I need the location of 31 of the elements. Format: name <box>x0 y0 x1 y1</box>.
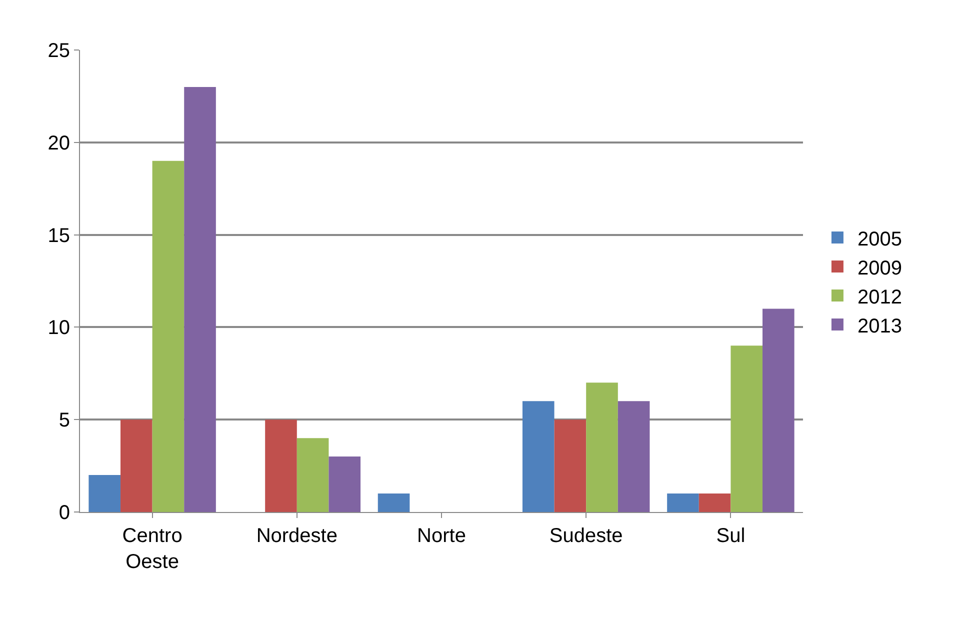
bar <box>88 475 120 512</box>
legend-label: 2005 <box>857 228 902 250</box>
y-tick-label: 0 <box>58 502 70 524</box>
y-tick-label: 10 <box>48 317 70 340</box>
x-tick-label: Sul <box>716 525 746 547</box>
bar <box>328 456 361 512</box>
bar <box>762 308 794 512</box>
bar <box>667 494 699 512</box>
bar <box>296 438 329 512</box>
bar <box>378 494 410 512</box>
legend-label: 2012 <box>857 286 902 308</box>
bar <box>618 401 650 512</box>
x-tick-label: Nordeste <box>256 525 338 547</box>
bar <box>522 401 554 512</box>
bar <box>152 160 184 512</box>
bar <box>265 420 297 512</box>
bar <box>554 420 586 512</box>
legend-label: 2013 <box>857 315 902 338</box>
bar <box>730 346 763 512</box>
bar <box>586 382 618 512</box>
y-tick-label: 15 <box>48 224 70 247</box>
bar <box>698 494 731 512</box>
y-tick-label: 20 <box>48 132 70 154</box>
bar <box>120 420 152 512</box>
y-tick-label: 5 <box>58 410 70 432</box>
x-tick-label: Sudeste <box>549 525 623 547</box>
y-tick-label: 25 <box>48 40 70 62</box>
x-tick-label: Centro Oeste <box>122 525 182 573</box>
x-tick-label: Norte <box>417 525 466 547</box>
bar <box>184 86 216 512</box>
legend-label: 2009 <box>857 257 902 280</box>
